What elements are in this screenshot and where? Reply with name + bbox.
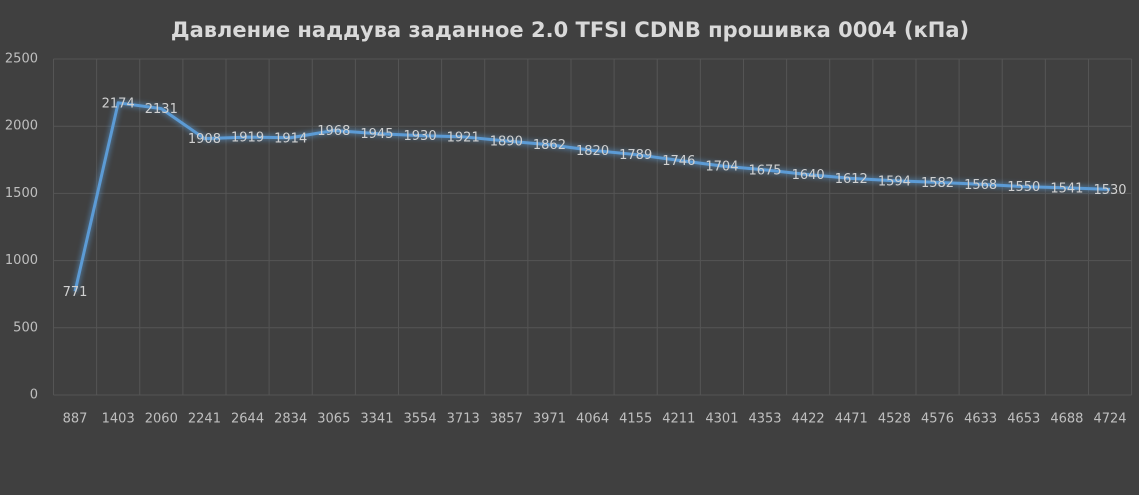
- x-tick-label: 3971: [533, 412, 566, 427]
- x-tick-label: 2241: [188, 412, 221, 427]
- data-label: 1789: [619, 148, 652, 163]
- x-tick-label: 4724: [1093, 412, 1126, 427]
- x-tick-label: 4422: [792, 412, 825, 427]
- data-label: 1675: [748, 163, 781, 178]
- chart-title: Давление наддува заданное 2.0 TFSI CDNB …: [171, 18, 969, 42]
- data-label: 1550: [1007, 180, 1040, 195]
- y-tick-label: 500: [13, 320, 38, 335]
- data-label: 1704: [705, 159, 738, 174]
- data-label: 1914: [274, 131, 307, 146]
- data-label: 1568: [964, 178, 997, 193]
- data-label: 1908: [188, 132, 221, 147]
- x-tick-label: 2834: [274, 412, 307, 427]
- y-tick-label: 2500: [5, 52, 38, 67]
- x-tick-label: 887: [63, 412, 88, 427]
- data-label: 1594: [878, 174, 911, 189]
- data-label: 1862: [533, 138, 566, 153]
- x-tick-label: 3065: [317, 412, 350, 427]
- data-label: 1541: [1050, 181, 1083, 196]
- data-label: 2131: [145, 102, 178, 117]
- data-label: 1919: [231, 131, 264, 146]
- data-label: 1921: [447, 130, 480, 145]
- y-tick-label: 2000: [5, 119, 38, 134]
- x-tick-label: 4528: [878, 412, 911, 427]
- y-tick-label: 1000: [5, 253, 38, 268]
- data-label: 1930: [404, 129, 437, 144]
- data-label: 1746: [662, 154, 695, 169]
- x-tick-label: 4471: [835, 412, 868, 427]
- data-label: 1890: [490, 134, 523, 149]
- x-tick-label: 4064: [576, 412, 609, 427]
- x-tick-label: 4576: [921, 412, 954, 427]
- data-label: 1582: [921, 176, 954, 191]
- y-tick-label: 1500: [5, 186, 38, 201]
- data-label: 1612: [835, 172, 868, 187]
- data-label: 1530: [1093, 183, 1126, 198]
- x-tick-label: 4688: [1050, 412, 1083, 427]
- data-label: 771: [63, 285, 88, 300]
- x-tick-label: 4155: [619, 412, 652, 427]
- data-label: 2174: [102, 96, 135, 111]
- data-label: 1820: [576, 144, 609, 159]
- x-tick-label: 2060: [145, 412, 178, 427]
- x-tick-label: 4633: [964, 412, 997, 427]
- data-label: 1640: [792, 168, 825, 183]
- y-tick-label: 0: [30, 388, 38, 403]
- x-tick-label: 2644: [231, 412, 264, 427]
- series-line: [73, 101, 1111, 292]
- x-tick-label: 4211: [662, 412, 695, 427]
- x-tick-label: 1403: [102, 412, 135, 427]
- data-label: 1945: [360, 127, 393, 142]
- x-tick-label: 4353: [748, 412, 781, 427]
- x-tick-label: 3341: [360, 412, 393, 427]
- x-tick-label: 4301: [705, 412, 738, 427]
- x-tick-label: 3857: [490, 412, 523, 427]
- x-tick-label: 3713: [447, 412, 480, 427]
- data-label: 1968: [317, 124, 350, 139]
- x-tick-label: 4653: [1007, 412, 1040, 427]
- x-tick-label: 3554: [404, 412, 437, 427]
